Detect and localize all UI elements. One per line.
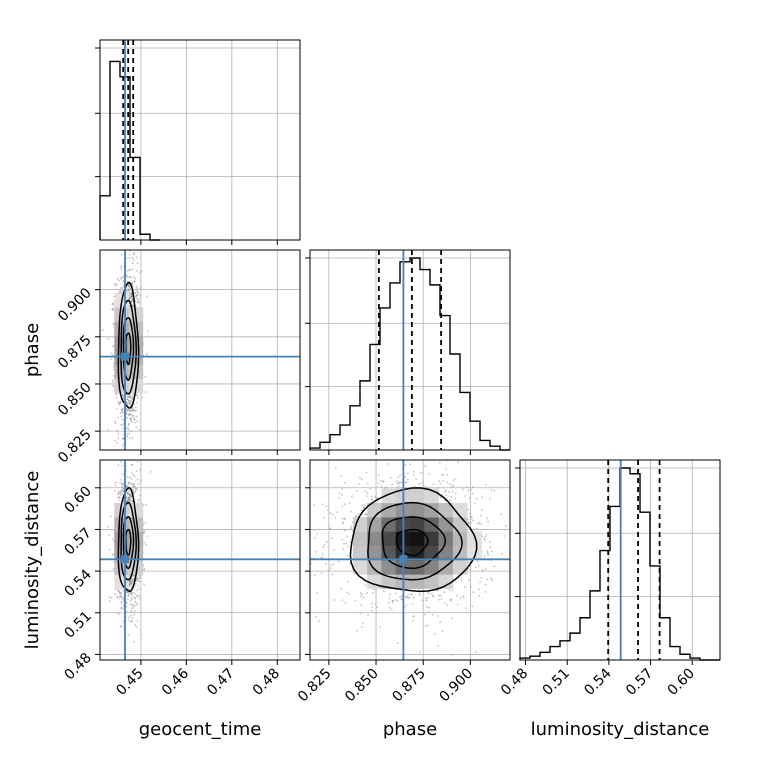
y-tick-label-luminosity_distance-2: 0.54 (61, 567, 94, 600)
density-bin (410, 545, 425, 561)
density-bin (467, 531, 482, 546)
y-tick-label-luminosity_distance-4: 0.60 (61, 483, 94, 516)
y-axis-label-luminosity_distance: luminosity_distance (22, 471, 43, 650)
density-bin (352, 517, 368, 532)
truth-marker-geocent_time-luminosity_distance (121, 555, 129, 564)
y-tick-label-phase-1: 0.850 (55, 379, 95, 419)
density-bin (410, 574, 425, 589)
density-bin (367, 517, 382, 532)
contour-phase-luminosity_distance-0 (395, 528, 429, 557)
density-bin (381, 545, 396, 561)
x-tick-label-luminosity_distance-3: 0.57 (623, 666, 656, 699)
density-bin (452, 502, 468, 518)
contour-geocent_time-luminosity_distance-3 (117, 487, 140, 593)
density-bin (438, 545, 454, 561)
density-bin (410, 488, 425, 504)
density-bin (352, 531, 368, 546)
y-tick-label-luminosity_distance-0: 0.48 (61, 650, 94, 683)
density-bin (452, 517, 468, 532)
density-bin (424, 545, 439, 561)
density-bin (438, 531, 454, 546)
panel-frame-phase-phase (309, 249, 511, 451)
density-bin (352, 560, 368, 575)
contour-geocent_time-phase-3 (117, 281, 140, 409)
density-bin (452, 531, 468, 546)
truth-marker-geocent_time-phase (121, 352, 129, 361)
contour-phase-luminosity_distance-2 (367, 501, 463, 581)
density-bin (438, 502, 454, 518)
panel-frame-geocent_time-geocent_time (99, 39, 301, 241)
y-tick-label-luminosity_distance-3: 0.57 (61, 525, 94, 558)
histogram-phase (309, 257, 510, 451)
x-axis-label-phase: phase (383, 719, 437, 740)
panel-frame-phase-luminosity_distance (309, 459, 511, 661)
contour-geocent_time-luminosity_distance-2 (120, 501, 137, 581)
y-axis-label-phase: phase (22, 323, 43, 377)
panel-frame-geocent_time-luminosity_distance (99, 459, 301, 661)
density-bin (367, 531, 382, 546)
x-axis-label-luminosity_distance: luminosity_distance (531, 719, 710, 740)
x-tick-label-luminosity_distance-0: 0.48 (498, 666, 531, 699)
y-tick-label-luminosity_distance-1: 0.51 (61, 608, 94, 641)
x-tick-label-luminosity_distance-2: 0.54 (581, 665, 614, 698)
x-tick-label-phase-0: 0.825 (295, 666, 335, 706)
histogram-luminosity_distance (519, 467, 720, 661)
x-tick-label-luminosity_distance-1: 0.51 (540, 666, 573, 699)
histogram-geocent_time (99, 60, 160, 241)
x-tick-label-geocent_time-0: 0.45 (113, 666, 146, 699)
contour-phase-luminosity_distance-1 (381, 516, 447, 570)
x-tick-label-geocent_time-2: 0.47 (204, 666, 237, 699)
density-bin (352, 545, 368, 561)
density-bin (367, 545, 382, 561)
panel-frame-luminosity_distance-luminosity_distance (519, 459, 721, 661)
density-bin (410, 517, 425, 532)
density-bin (438, 574, 454, 589)
x-tick-label-phase-3: 0.900 (437, 666, 477, 706)
density-bin (410, 531, 425, 546)
x-axis-label-geocent_time: geocent_time (139, 719, 262, 740)
density-bin (467, 545, 482, 561)
panel-frame-geocent_time-phase (99, 249, 301, 451)
density-bin (438, 517, 454, 532)
y-tick-label-phase-3: 0.900 (55, 285, 95, 325)
density-bin (381, 531, 396, 546)
x-tick-label-luminosity_distance-4: 0.60 (665, 666, 698, 699)
density-bin (410, 502, 425, 518)
x-tick-label-geocent_time-3: 0.48 (250, 666, 283, 699)
x-tick-label-phase-2: 0.875 (389, 666, 429, 706)
contour-phase-luminosity_distance-3 (349, 487, 478, 593)
density-bin (452, 560, 468, 575)
y-tick-label-phase-0: 0.825 (55, 427, 95, 467)
contour-geocent_time-luminosity_distance-1 (122, 516, 135, 570)
density-bin (381, 560, 396, 575)
x-tick-label-phase-1: 0.850 (342, 666, 382, 706)
scatter-points-layer (102, 250, 510, 656)
y-tick-label-phase-2: 0.875 (55, 332, 95, 372)
x-tick-label-geocent_time-1: 0.46 (159, 665, 192, 698)
contour-geocent_time-phase-2 (120, 299, 137, 395)
contour-geocent_time-phase-1 (122, 316, 135, 381)
truth-marker-phase-luminosity_distance (399, 555, 408, 564)
